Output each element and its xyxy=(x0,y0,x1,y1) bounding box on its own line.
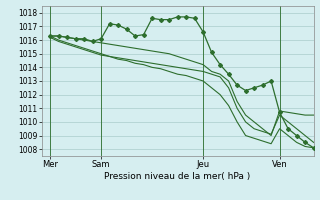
X-axis label: Pression niveau de la mer( hPa ): Pression niveau de la mer( hPa ) xyxy=(104,172,251,181)
